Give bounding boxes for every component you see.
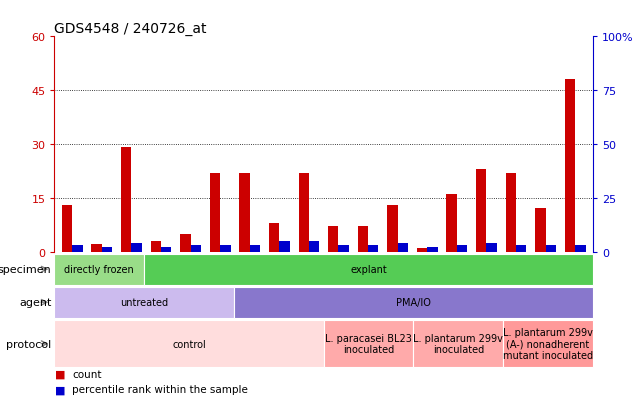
Bar bbox=[575, 245, 585, 252]
Bar bbox=[121, 148, 131, 252]
Bar bbox=[54, 320, 324, 368]
Bar bbox=[413, 320, 503, 368]
Bar bbox=[151, 241, 161, 252]
Text: GDS4548 / 240726_at: GDS4548 / 240726_at bbox=[54, 22, 207, 36]
Text: count: count bbox=[72, 369, 102, 379]
Bar bbox=[545, 245, 556, 252]
Bar bbox=[309, 241, 319, 252]
Bar bbox=[299, 173, 309, 252]
Text: directly frozen: directly frozen bbox=[65, 264, 134, 275]
Bar bbox=[54, 254, 144, 285]
Bar bbox=[239, 173, 250, 252]
Bar bbox=[131, 243, 142, 252]
Bar bbox=[269, 223, 279, 252]
Bar bbox=[368, 245, 378, 252]
Bar bbox=[92, 245, 102, 252]
Bar bbox=[324, 320, 413, 368]
Bar bbox=[457, 245, 467, 252]
Bar bbox=[328, 227, 338, 252]
Bar bbox=[161, 248, 171, 252]
Bar bbox=[417, 248, 428, 252]
Bar bbox=[503, 320, 593, 368]
Text: protocol: protocol bbox=[6, 339, 51, 349]
Bar bbox=[72, 245, 83, 252]
Bar bbox=[387, 205, 397, 252]
Text: L. paracasei BL23
inoculated: L. paracasei BL23 inoculated bbox=[325, 333, 412, 355]
Bar bbox=[62, 205, 72, 252]
Text: L. plantarum 299v
inoculated: L. plantarum 299v inoculated bbox=[413, 333, 503, 355]
Text: ■: ■ bbox=[54, 385, 65, 394]
Bar bbox=[428, 248, 438, 252]
Bar bbox=[397, 243, 408, 252]
Text: L. plantarum 299v
(A-) nonadherent
mutant inoculated: L. plantarum 299v (A-) nonadherent mutan… bbox=[503, 327, 593, 361]
Text: control: control bbox=[172, 339, 206, 349]
Text: percentile rank within the sample: percentile rank within the sample bbox=[72, 385, 248, 394]
Bar bbox=[516, 245, 526, 252]
Bar bbox=[190, 245, 201, 252]
Bar bbox=[144, 254, 593, 285]
Bar bbox=[279, 241, 290, 252]
Bar bbox=[476, 170, 487, 252]
Bar bbox=[210, 173, 220, 252]
Bar bbox=[234, 287, 593, 318]
Text: explant: explant bbox=[350, 264, 387, 275]
Bar bbox=[447, 195, 457, 252]
Bar bbox=[54, 287, 234, 318]
Bar bbox=[180, 234, 190, 252]
Text: ■: ■ bbox=[54, 369, 65, 379]
Bar bbox=[338, 245, 349, 252]
Text: agent: agent bbox=[19, 297, 51, 308]
Bar bbox=[487, 243, 497, 252]
Bar bbox=[220, 245, 231, 252]
Bar bbox=[565, 80, 575, 252]
Bar bbox=[250, 245, 260, 252]
Text: PMA/IO: PMA/IO bbox=[396, 297, 431, 308]
Text: untreated: untreated bbox=[120, 297, 169, 308]
Bar bbox=[535, 209, 545, 252]
Bar bbox=[358, 227, 368, 252]
Bar bbox=[102, 248, 112, 252]
Bar bbox=[506, 173, 516, 252]
Text: specimen: specimen bbox=[0, 264, 51, 275]
